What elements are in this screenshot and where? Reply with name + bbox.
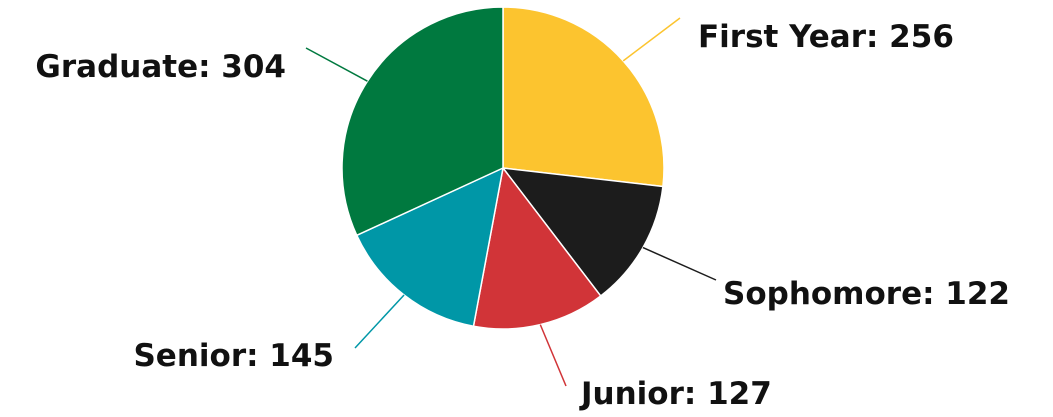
label-first-year: First Year: 256 bbox=[698, 19, 954, 55]
leader-line-first-year bbox=[622, 17, 681, 62]
pie-slice-sophomore bbox=[502, 167, 664, 297]
pie-slice-senior bbox=[356, 167, 504, 328]
pie-slice-first-year bbox=[502, 6, 665, 188]
pie-slice-graduate bbox=[341, 6, 504, 237]
label-senior: Senior: 145 bbox=[133, 338, 334, 374]
pie-slices bbox=[341, 6, 665, 330]
leader-lines bbox=[305, 17, 717, 387]
label-sophomore: Sophomore: 122 bbox=[723, 276, 1010, 312]
label-junior: Junior: 127 bbox=[579, 376, 772, 412]
label-graduate: Graduate: 304 bbox=[35, 49, 286, 85]
pie-slice-junior bbox=[472, 167, 602, 330]
leader-line-junior bbox=[539, 324, 567, 387]
leader-line-sophomore bbox=[642, 246, 717, 281]
slice-labels: First Year: 256 Sophomore: 122 Junior: 1… bbox=[35, 19, 1010, 412]
leader-line-graduate bbox=[305, 47, 368, 82]
leader-line-senior bbox=[354, 294, 405, 349]
